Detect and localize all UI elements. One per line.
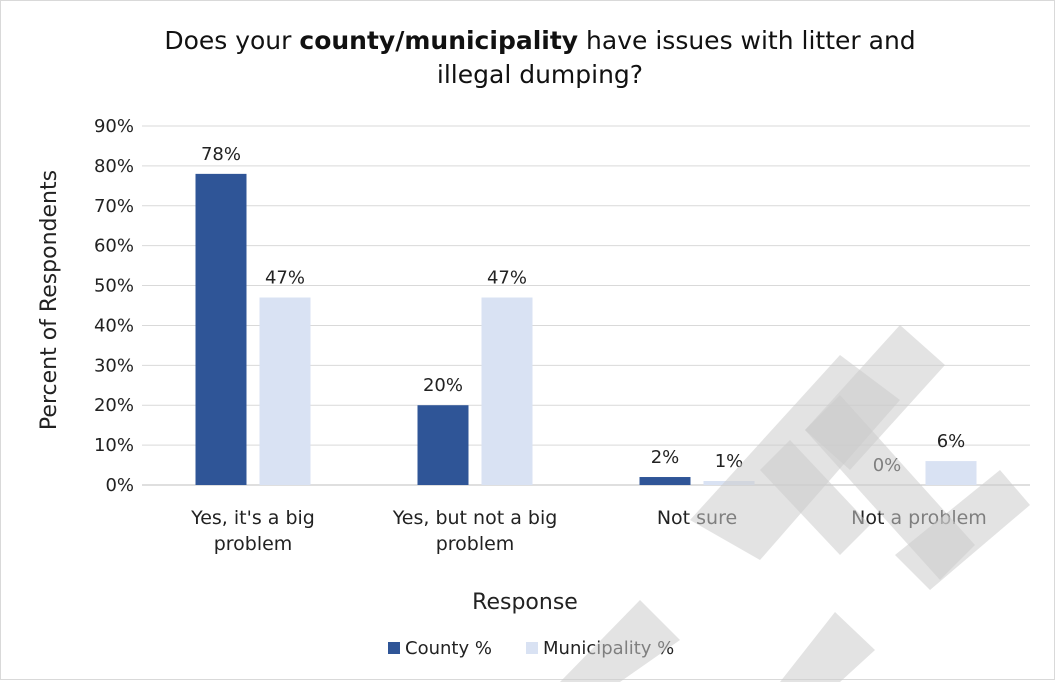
data-label: 0% (873, 455, 902, 476)
y-tick-label: 30% (94, 355, 134, 376)
category-label: problem (214, 533, 293, 555)
legend: County % Municipality % (388, 638, 674, 659)
y-tick-label: 80% (94, 156, 134, 177)
y-tick-label: 70% (94, 196, 134, 217)
y-tick-label: 90% (94, 116, 134, 137)
y-tick-label: 60% (94, 236, 134, 257)
bar-municipality (259, 297, 311, 485)
y-tick-label: 10% (94, 435, 134, 456)
title-part-bold: county/municipality (299, 26, 579, 55)
data-label: 47% (265, 268, 305, 289)
category-label: Yes, but not a big (392, 507, 558, 529)
legend-swatch (526, 642, 538, 654)
y-tick-label: 20% (94, 395, 134, 416)
y-tick-label: 50% (94, 276, 134, 297)
title-part-1: Does your (164, 26, 300, 55)
bar-county (195, 173, 247, 485)
category-label: Not sure (657, 507, 737, 529)
title-part-3: have issues with litter and illegal dump… (436, 26, 916, 89)
y-tick-label: 40% (94, 315, 134, 336)
category-label: Not a problem (851, 507, 987, 529)
data-label: 1% (715, 451, 744, 472)
bar-municipality (703, 481, 755, 485)
x-axis-title: Response (472, 590, 578, 615)
legend-label: County % (405, 638, 492, 659)
data-label: 6% (937, 431, 966, 452)
y-axis-title: Percent of Respondents (37, 170, 62, 430)
data-label: 20% (423, 375, 463, 396)
bar-county (417, 405, 469, 485)
bar-municipality (925, 461, 977, 485)
category-label: problem (436, 533, 515, 555)
y-tick-label: 0% (105, 475, 134, 496)
bars: 78% 47% 20% 47% 2% 1% 0% 6% (195, 144, 977, 485)
category-label: Yes, it's a big (190, 507, 315, 529)
y-axis: 0% 10% 20% 30% 40% 50% 60% 70% 80% 90% (94, 116, 134, 496)
legend-label: Municipality % (543, 638, 674, 659)
data-label: 78% (201, 144, 241, 165)
legend-swatch (388, 642, 400, 654)
data-label: 47% (487, 268, 527, 289)
bar-municipality (481, 297, 533, 485)
data-label: 2% (651, 447, 680, 468)
bar-county (639, 477, 691, 485)
x-axis: Yes, it's a big problem Yes, but not a big… (190, 507, 987, 555)
chart-title: Does your county/municipality have issue… (130, 24, 950, 92)
